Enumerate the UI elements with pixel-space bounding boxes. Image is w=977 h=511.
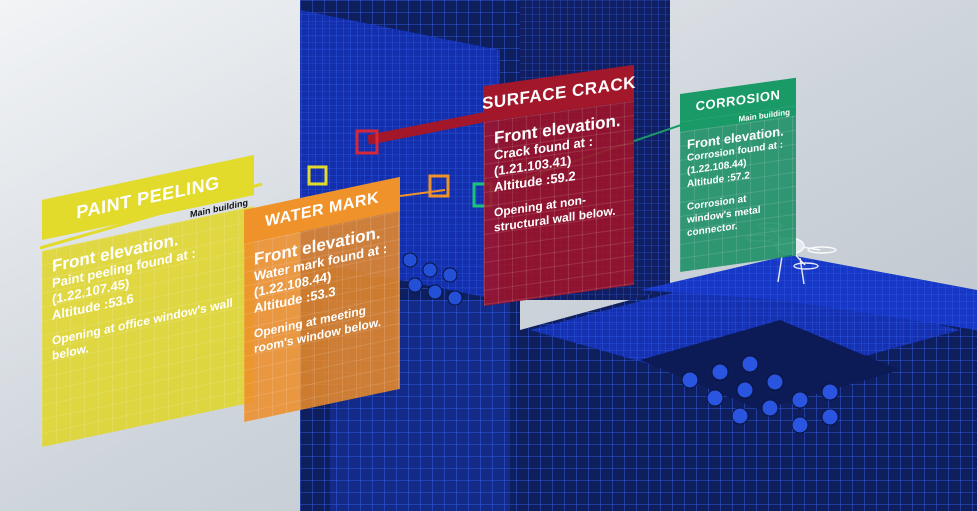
surface-crack-note: Opening at non-structural wall below. bbox=[494, 192, 616, 235]
lower-block bbox=[520, 255, 977, 511]
water-mark-card: WATER MARK Front elevation. Water mark f… bbox=[244, 176, 400, 422]
surface-crack-body: Front elevation. Crack found at : (1.21.… bbox=[484, 100, 634, 306]
corrosion-note: Corrosion at window's metal connector. bbox=[687, 193, 761, 240]
roof-units bbox=[402, 252, 463, 306]
connector-red bbox=[367, 111, 491, 145]
marker-red bbox=[355, 129, 379, 155]
paint-peeling-card: PAINT PEELING Main building Front elevat… bbox=[42, 154, 254, 447]
corrosion-card: CORROSION Main building Front elevation.… bbox=[680, 77, 796, 272]
surface-crack-card: SURFACE CRACK Front elevation. Crack fou… bbox=[482, 64, 636, 306]
connector-orange bbox=[399, 189, 446, 197]
marker-yellow bbox=[307, 165, 328, 186]
water-mark-body: Front elevation. Water mark found at : (… bbox=[244, 210, 400, 422]
corrosion-body: Front elevation. Corrosion found at : (1… bbox=[680, 115, 796, 272]
marker-orange bbox=[428, 174, 450, 198]
